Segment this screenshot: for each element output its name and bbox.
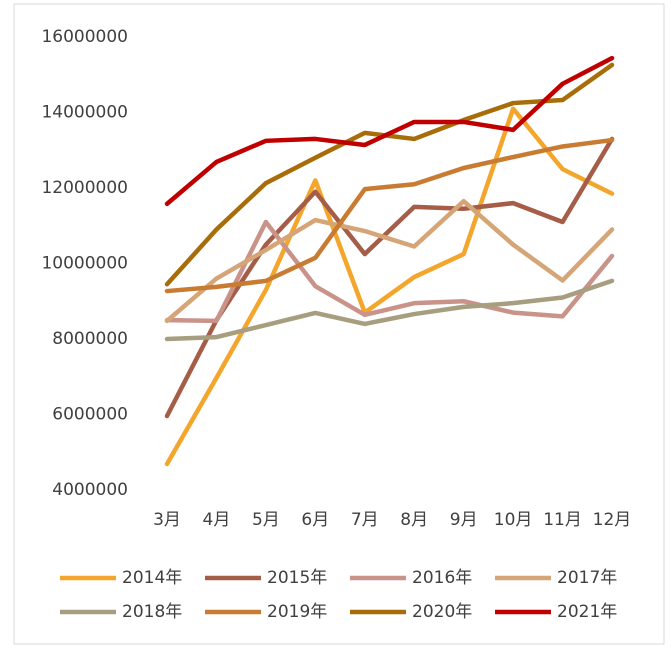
- legend-label: 2014年: [122, 568, 182, 588]
- x-tick-label: 3月: [153, 510, 181, 530]
- series-line: [164, 55, 615, 207]
- legend-label: 2019年: [267, 602, 327, 622]
- y-tick-label: 14000000: [41, 103, 128, 123]
- legend-label: 2015年: [267, 568, 327, 588]
- chart-frame: [13, 3, 665, 645]
- series-line: [164, 106, 615, 467]
- x-tick-label: 7月: [351, 510, 379, 530]
- legend-label: 2017年: [557, 568, 617, 588]
- x-tick-label: 11月: [543, 510, 582, 530]
- x-tick-label: 4月: [203, 510, 231, 530]
- legend-label: 2021年: [557, 602, 617, 622]
- series-line: [164, 198, 615, 324]
- x-tick-label: 6月: [301, 510, 329, 530]
- x-tick-label: 9月: [450, 510, 478, 530]
- y-tick-label: 10000000: [41, 254, 128, 274]
- y-tick-label: 12000000: [41, 178, 128, 198]
- y-tick-label: 8000000: [52, 329, 128, 349]
- y-tick-label: 16000000: [41, 27, 128, 47]
- x-tick-label: 12月: [593, 510, 632, 530]
- series-line: [164, 278, 615, 342]
- legend-label: 2016年: [412, 568, 472, 588]
- x-tick-label: 8月: [400, 510, 428, 530]
- series-line: [164, 219, 615, 324]
- legend-label: 2018年: [122, 602, 182, 622]
- legend-label: 2020年: [412, 602, 472, 622]
- x-tick-label: 5月: [252, 510, 280, 530]
- series-line: [164, 137, 615, 294]
- y-tick-label: 4000000: [52, 480, 128, 500]
- y-tick-label: 6000000: [52, 405, 128, 425]
- x-tick-label: 10月: [494, 510, 533, 530]
